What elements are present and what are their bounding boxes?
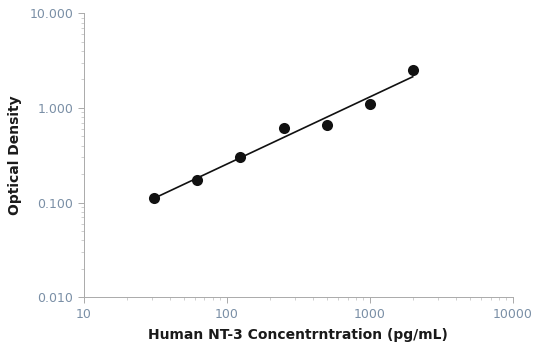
Y-axis label: Optical Density: Optical Density bbox=[8, 96, 22, 215]
Point bbox=[279, 125, 288, 131]
Point bbox=[408, 68, 417, 73]
Point bbox=[150, 195, 159, 201]
Point bbox=[193, 177, 202, 182]
Point bbox=[236, 155, 245, 160]
Point bbox=[322, 122, 331, 128]
X-axis label: Human NT-3 Concentrntration (pg/mL): Human NT-3 Concentrntration (pg/mL) bbox=[148, 328, 448, 342]
Point bbox=[365, 101, 374, 107]
